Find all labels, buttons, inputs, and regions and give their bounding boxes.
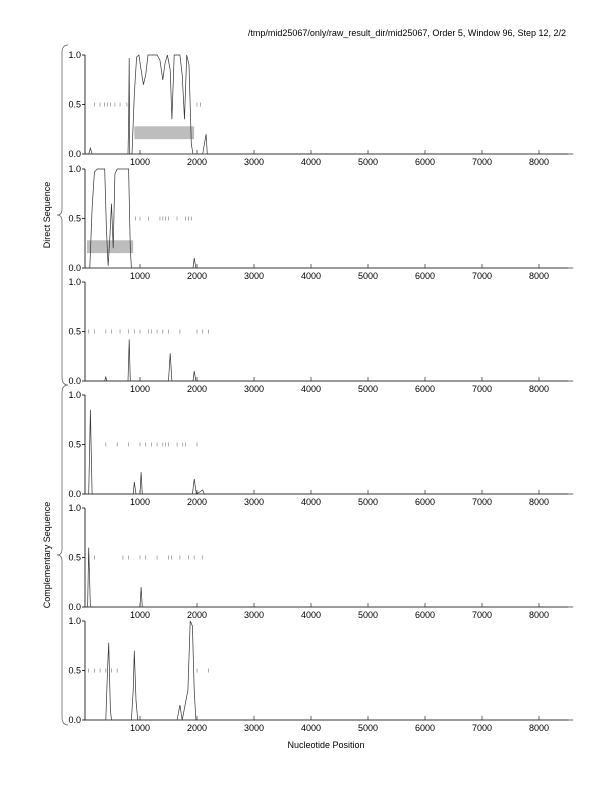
x-tick-label: 3000 — [244, 497, 264, 507]
x-tick-label: 4000 — [301, 610, 321, 620]
x-tick-label: 2000 — [187, 271, 207, 281]
y-tick-label: 0.5 — [68, 666, 81, 676]
x-tick-label: 6000 — [415, 271, 435, 281]
x-tick-label: 7000 — [472, 497, 492, 507]
x-tick-label: 6000 — [415, 723, 435, 733]
coding-potential-line — [83, 54, 574, 155]
panel-5: 0.0 0.5 1.0 1000 2000 3000 4000 5000 6000 7000 800… — [68, 503, 574, 620]
x-tick-label: 5000 — [358, 271, 378, 281]
x-tick-label: 3000 — [244, 723, 264, 733]
x-tick-label: 5000 — [358, 497, 378, 507]
x-tick-label: 1000 — [130, 384, 150, 394]
x-tick-label: 4000 — [301, 157, 321, 167]
x-tick-label: 8000 — [529, 384, 549, 394]
x-tick-label: 4000 — [301, 723, 321, 733]
x-tick-label: 1000 — [130, 723, 150, 733]
x-tick-label: 5000 — [358, 723, 378, 733]
x-tick-label: 1000 — [130, 271, 150, 281]
x-tick-label: 4000 — [301, 497, 321, 507]
x-tick-label: 8000 — [529, 497, 549, 507]
panel-2: 0.0 0.5 1.0 1000 2000 3000 4000 5000 6000 7000 800… — [68, 164, 574, 281]
y-tick-label: 1.0 — [68, 503, 81, 513]
x-tick-label: 8000 — [529, 271, 549, 281]
x-tick-label: 5000 — [358, 384, 378, 394]
x-tick-label: 3000 — [244, 271, 264, 281]
coding-potential-line — [83, 168, 574, 269]
coding-potential-line — [83, 409, 574, 495]
coding-potential-line — [83, 547, 574, 608]
panel-6: 0.0 0.5 1.0 1000 2000 3000 4000 5000 6000 7000 800… — [68, 616, 574, 733]
x-axis-label: Nucleotide Position — [287, 740, 364, 750]
x-tick-label: 7000 — [472, 723, 492, 733]
group-brace — [56, 384, 69, 726]
panel-3: 0.0 0.5 1.0 1000 2000 3000 4000 5000 6000 7000 800… — [68, 277, 574, 394]
y-tick-label: 0.5 — [68, 553, 81, 563]
y-tick-label: 0.0 — [68, 489, 81, 499]
x-tick-label: 5000 — [358, 610, 378, 620]
x-tick-label: 8000 — [529, 723, 549, 733]
y-tick-label: 0.0 — [68, 149, 81, 159]
coding-potential-line — [83, 339, 574, 382]
x-tick-label: 8000 — [529, 610, 549, 620]
orf-box — [86, 240, 134, 254]
x-tick-label: 6000 — [415, 497, 435, 507]
y-tick-label: 0.0 — [68, 263, 81, 273]
y-tick-label: 0.5 — [68, 100, 81, 110]
group-brace — [56, 44, 69, 386]
y-tick-label: 1.0 — [68, 50, 81, 60]
chart-title: /tmp/mid25067/only/raw_result_dir/mid250… — [248, 28, 566, 38]
x-tick-label: 1000 — [130, 497, 150, 507]
x-tick-label: 7000 — [472, 157, 492, 167]
x-tick-label: 2000 — [187, 610, 207, 620]
x-tick-label: 7000 — [472, 610, 492, 620]
y-tick-label: 0.5 — [68, 214, 81, 224]
x-tick-label: 4000 — [301, 384, 321, 394]
x-tick-label: 8000 — [529, 157, 549, 167]
x-tick-label: 2000 — [187, 157, 207, 167]
panel-4: 0.0 0.5 1.0 1000 2000 3000 4000 5000 6000 7000 800… — [68, 390, 574, 507]
x-tick-label: 1000 — [130, 157, 150, 167]
x-tick-label: 2000 — [187, 384, 207, 394]
x-tick-label: 7000 — [472, 271, 492, 281]
y-tick-label: 0.0 — [68, 715, 81, 725]
x-tick-label: 6000 — [415, 384, 435, 394]
y-tick-label: 0.0 — [68, 602, 81, 612]
x-tick-label: 3000 — [244, 384, 264, 394]
coding-potential-line — [83, 620, 574, 721]
x-tick-label: 7000 — [472, 384, 492, 394]
x-tick-label: 6000 — [415, 610, 435, 620]
y-tick-label: 1.0 — [68, 277, 81, 287]
x-tick-label: 3000 — [244, 157, 264, 167]
y-tick-label: 0.0 — [68, 376, 81, 386]
x-tick-label: 6000 — [415, 157, 435, 167]
orf-box — [134, 126, 195, 140]
group-label: Complementary Sequence — [42, 502, 52, 609]
y-tick-label: 0.5 — [68, 327, 81, 337]
panel-1: 0.0 0.5 1.0 1000 2000 3000 4000 5000 6000 7000 800… — [68, 50, 574, 167]
y-tick-label: 1.0 — [68, 390, 81, 400]
x-tick-label: 1000 — [130, 610, 150, 620]
group-label: Direct Sequence — [42, 182, 52, 249]
y-tick-label: 0.5 — [68, 440, 81, 450]
x-tick-label: 3000 — [244, 610, 264, 620]
y-tick-label: 1.0 — [68, 164, 81, 174]
x-tick-label: 2000 — [187, 497, 207, 507]
x-tick-label: 2000 — [187, 723, 207, 733]
x-tick-label: 5000 — [358, 157, 378, 167]
x-tick-label: 4000 — [301, 271, 321, 281]
y-tick-label: 1.0 — [68, 616, 81, 626]
